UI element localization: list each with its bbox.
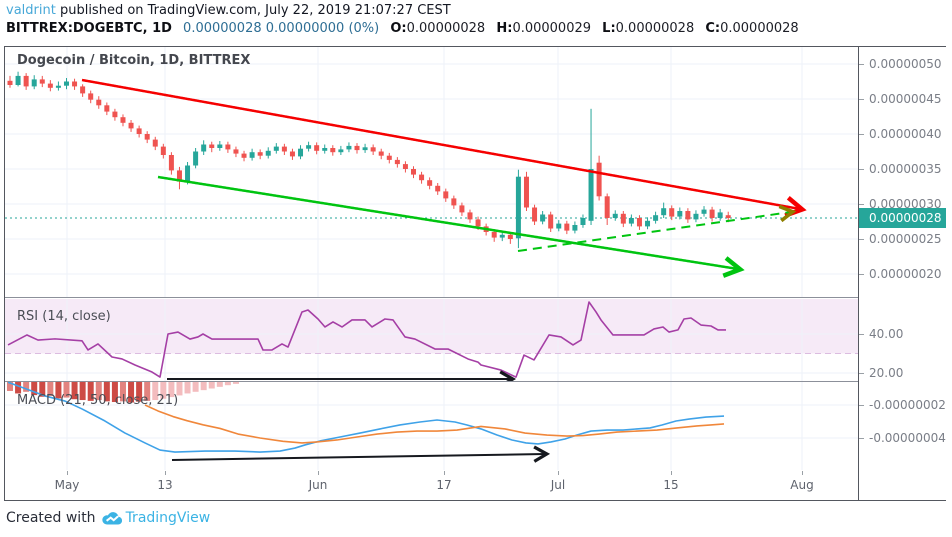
axis-tick — [859, 64, 864, 65]
axis-label: -0.00000004 — [869, 431, 946, 445]
publish-info-text: published on TradingView.com, July 22, 2… — [60, 3, 451, 18]
macd-legend-title: MACD (21, 50, close, 21) — [17, 393, 178, 408]
axis-label: 0.00000040 — [869, 127, 942, 141]
axis-tick — [859, 169, 864, 170]
low-value: 0.00000028 — [616, 21, 695, 36]
time-tick — [165, 471, 166, 475]
rsi-band — [5, 299, 858, 354]
descending-support-trendline[interactable] — [158, 177, 738, 269]
open-value: 0.00000028 — [407, 21, 486, 36]
price-axis[interactable]: 0.00000028 0.00000050 0.00000045 0.0000004… — [858, 47, 946, 500]
axis-label: 0.00000035 — [869, 162, 942, 176]
published-chart-page: valdrint published on TradingView.com, J… — [0, 0, 952, 537]
time-tick — [558, 471, 559, 475]
macd-signal-line — [145, 405, 724, 443]
time-axis-label: Jun — [309, 478, 328, 492]
time-axis[interactable]: May 13 Jun 17 Jul 15 Aug — [5, 470, 858, 500]
symbol-info-line: BITTREX:DOGEBTC, 1D 0.00000028 0.0000000… — [6, 21, 799, 36]
tradingview-brand-link[interactable]: TradingView — [126, 510, 211, 526]
axis-tick — [859, 438, 864, 439]
axis-label: 0.00000020 — [869, 267, 942, 281]
axis-tick — [859, 239, 864, 240]
open-label: O: — [390, 21, 406, 36]
axis-tick — [859, 134, 864, 135]
time-tick — [318, 471, 319, 475]
axis-label: 0.00000025 — [869, 232, 942, 246]
axis-tick — [859, 99, 864, 100]
time-tick — [444, 471, 445, 475]
low-label: L: — [602, 21, 615, 36]
time-tick — [671, 471, 672, 475]
axis-label: 20.00 — [869, 366, 903, 380]
time-axis-label: 13 — [157, 478, 172, 492]
time-axis-label: May — [55, 478, 80, 492]
tradingview-logo-icon — [102, 510, 122, 526]
chart-legend-title: Dogecoin / Bitcoin, 1D, BITTREX — [17, 53, 250, 68]
macd-black-arrow[interactable] — [172, 454, 545, 460]
username-link[interactable]: valdrint — [6, 3, 56, 18]
axis-label: 0.00000050 — [869, 57, 942, 71]
close-label: C: — [705, 21, 720, 36]
axis-tick — [859, 373, 864, 374]
close-value: 0.00000028 — [720, 21, 799, 36]
created-with-text: Created with — [6, 510, 96, 526]
chart-widget: Dogecoin / Bitcoin, 1D, BITTREX RSI (14,… — [4, 46, 946, 501]
time-axis-label: 15 — [663, 478, 678, 492]
candles-layer — [8, 72, 731, 248]
pane-separator[interactable] — [5, 297, 945, 298]
high-value: 0.00000029 — [512, 21, 591, 36]
last-price-change: 0.00000028 0.00000000 (0%) — [183, 21, 379, 36]
rsi-legend-title: RSI (14, close) — [17, 309, 111, 324]
symbol-name: BITTREX:DOGEBTC, 1D — [6, 21, 172, 36]
high-label: H: — [496, 21, 512, 36]
current-price-badge: 0.00000028 — [859, 208, 946, 228]
axis-label: -0.00000002 — [869, 398, 946, 412]
main-price-pane — [5, 47, 858, 297]
footer-attribution: Created with TradingView — [6, 510, 210, 526]
axis-tick — [859, 204, 864, 205]
rsi-pane — [5, 299, 858, 381]
time-tick — [802, 471, 803, 475]
axis-tick — [859, 274, 864, 275]
grid-layer — [5, 47, 858, 297]
axis-tick — [859, 334, 864, 335]
time-axis-label: Jul — [551, 478, 565, 492]
axis-label: 0.00000045 — [869, 92, 942, 106]
axis-label: 40.00 — [869, 327, 903, 341]
time-axis-label: Aug — [790, 478, 813, 492]
time-tick — [67, 471, 68, 475]
publish-info-line: valdrint published on TradingView.com, J… — [6, 3, 451, 18]
time-axis-label: 17 — [436, 478, 451, 492]
axis-tick — [859, 405, 864, 406]
